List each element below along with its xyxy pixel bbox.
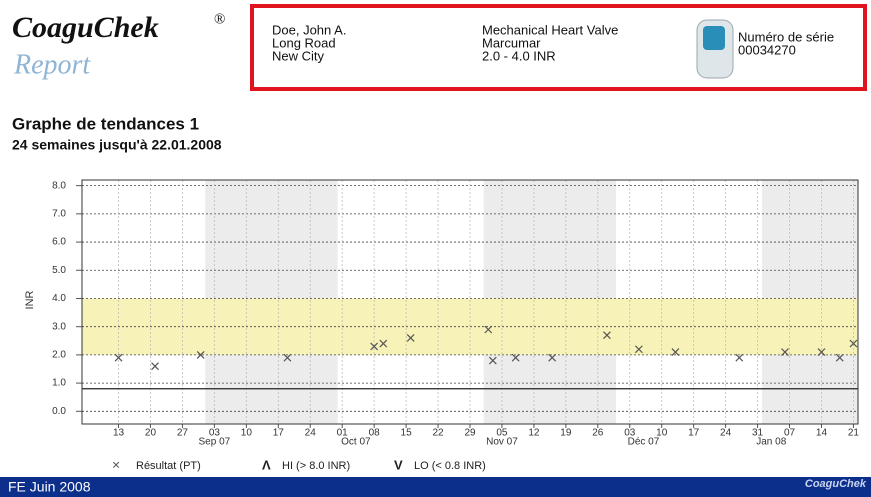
legend-label: Résultat (PT)	[136, 460, 201, 472]
x-tick-label: 22	[432, 428, 444, 439]
legend-label: LO (< 0.8 INR)	[414, 460, 486, 472]
x-tick-label: 17	[688, 428, 700, 439]
y-tick-label: 1.0	[52, 378, 66, 389]
y-tick-label: 8.0	[52, 180, 66, 191]
month-label: Oct 07	[341, 437, 371, 448]
legend-symbol: Λ	[262, 457, 271, 472]
legend-label: HI (> 8.0 INR)	[282, 460, 350, 472]
data-point	[849, 339, 858, 348]
brand: CoaguChek	[12, 11, 159, 44]
y-tick-label: 3.0	[52, 321, 66, 332]
y-tick-label: 5.0	[52, 265, 66, 276]
serial-label: Numéro de série	[738, 29, 834, 44]
patient-line: Long Road	[272, 35, 336, 50]
info-box	[250, 4, 867, 91]
x-tick-label: 10	[656, 428, 668, 439]
data-point	[634, 345, 643, 354]
data-point	[484, 325, 493, 334]
data-point	[603, 331, 611, 340]
data-point	[835, 353, 844, 362]
data-point	[379, 339, 388, 348]
x-tick-label: 05	[496, 428, 508, 439]
x-tick-label: 03	[209, 428, 221, 439]
month-label: Sep 07	[199, 437, 231, 448]
data-point	[196, 350, 205, 359]
therapy-line: Mechanical Heart Valve	[482, 22, 618, 37]
data-point	[671, 348, 680, 356]
x-tick-label: 14	[816, 428, 828, 439]
x-tick-label: 10	[241, 428, 253, 439]
x-tick-label: 15	[401, 428, 413, 439]
therapy-line: 2.0 - 4.0 INR	[482, 48, 556, 63]
month-label: Jan 08	[756, 437, 786, 448]
data-point	[735, 353, 744, 362]
plot-frame	[81, 179, 859, 425]
x-tick-label: 03	[624, 428, 636, 439]
data-point	[151, 362, 159, 371]
x-tick-label: 24	[305, 428, 317, 439]
data-point	[114, 353, 123, 362]
legend-symbol: V	[394, 457, 403, 472]
y-tick-label: 7.0	[52, 208, 66, 219]
data-point	[548, 353, 557, 362]
x-tick-label: 31	[752, 428, 764, 439]
brand-mark: ®	[214, 11, 225, 27]
y-axis-label: INR	[24, 290, 36, 309]
patient-line: New City	[272, 48, 325, 63]
data-point	[488, 356, 497, 365]
x-tick-label: 19	[560, 428, 572, 439]
data-point	[781, 348, 789, 356]
report-label: Report	[13, 49, 91, 80]
x-tick-label: 08	[369, 428, 381, 439]
plot: 0.0 1.0 2.0 3.0 4.0 5.0 6.0 7.0 8.0 13 20 27 03 10 17 2…	[52, 179, 860, 473]
x-tick-label: 29	[464, 428, 476, 439]
footer-bar	[0, 477, 871, 497]
patient-line: Doe, John A.	[272, 22, 346, 37]
x-tick-label: 13	[113, 428, 125, 439]
x-tick-label: 26	[592, 428, 604, 439]
device-icon	[696, 19, 734, 79]
data-point	[406, 334, 415, 342]
y-tick-label: 0.0	[52, 406, 66, 417]
y-tick-label: 4.0	[52, 293, 66, 304]
month-label: Nov 07	[486, 437, 518, 448]
y-tick-label: 2.0	[52, 350, 66, 361]
chart-title: Graphe de tendances 1	[12, 114, 199, 133]
data-point	[817, 348, 826, 356]
x-tick-label: 21	[848, 428, 860, 439]
x-tick-label: 17	[273, 428, 285, 439]
x-tick-label: 20	[145, 428, 157, 439]
chart-subtitle: 24 semaines jusqu'à 22.01.2008	[12, 137, 222, 153]
footer-text: FE Juin 2008	[8, 479, 91, 495]
data-point	[283, 353, 292, 362]
y-tick-label: 6.0	[52, 237, 66, 248]
x-tick-label: 07	[784, 428, 796, 439]
data-point	[370, 342, 379, 351]
serial: 00034270	[738, 42, 796, 57]
therapy-line: Marcumar	[482, 35, 541, 50]
x-tick-label: 12	[528, 428, 540, 439]
legend-symbol: ×	[112, 457, 120, 473]
patient: Doe, John A. Long Road New City Mechanic…	[272, 22, 834, 63]
footer-brand: CoaguChek	[805, 478, 867, 490]
x-tick-label: 24	[720, 428, 732, 439]
data-point	[511, 353, 520, 362]
x-tick-label: 01	[337, 428, 349, 439]
x-tick-label: 27	[177, 428, 189, 439]
month-label: Déc 07	[628, 437, 660, 448]
